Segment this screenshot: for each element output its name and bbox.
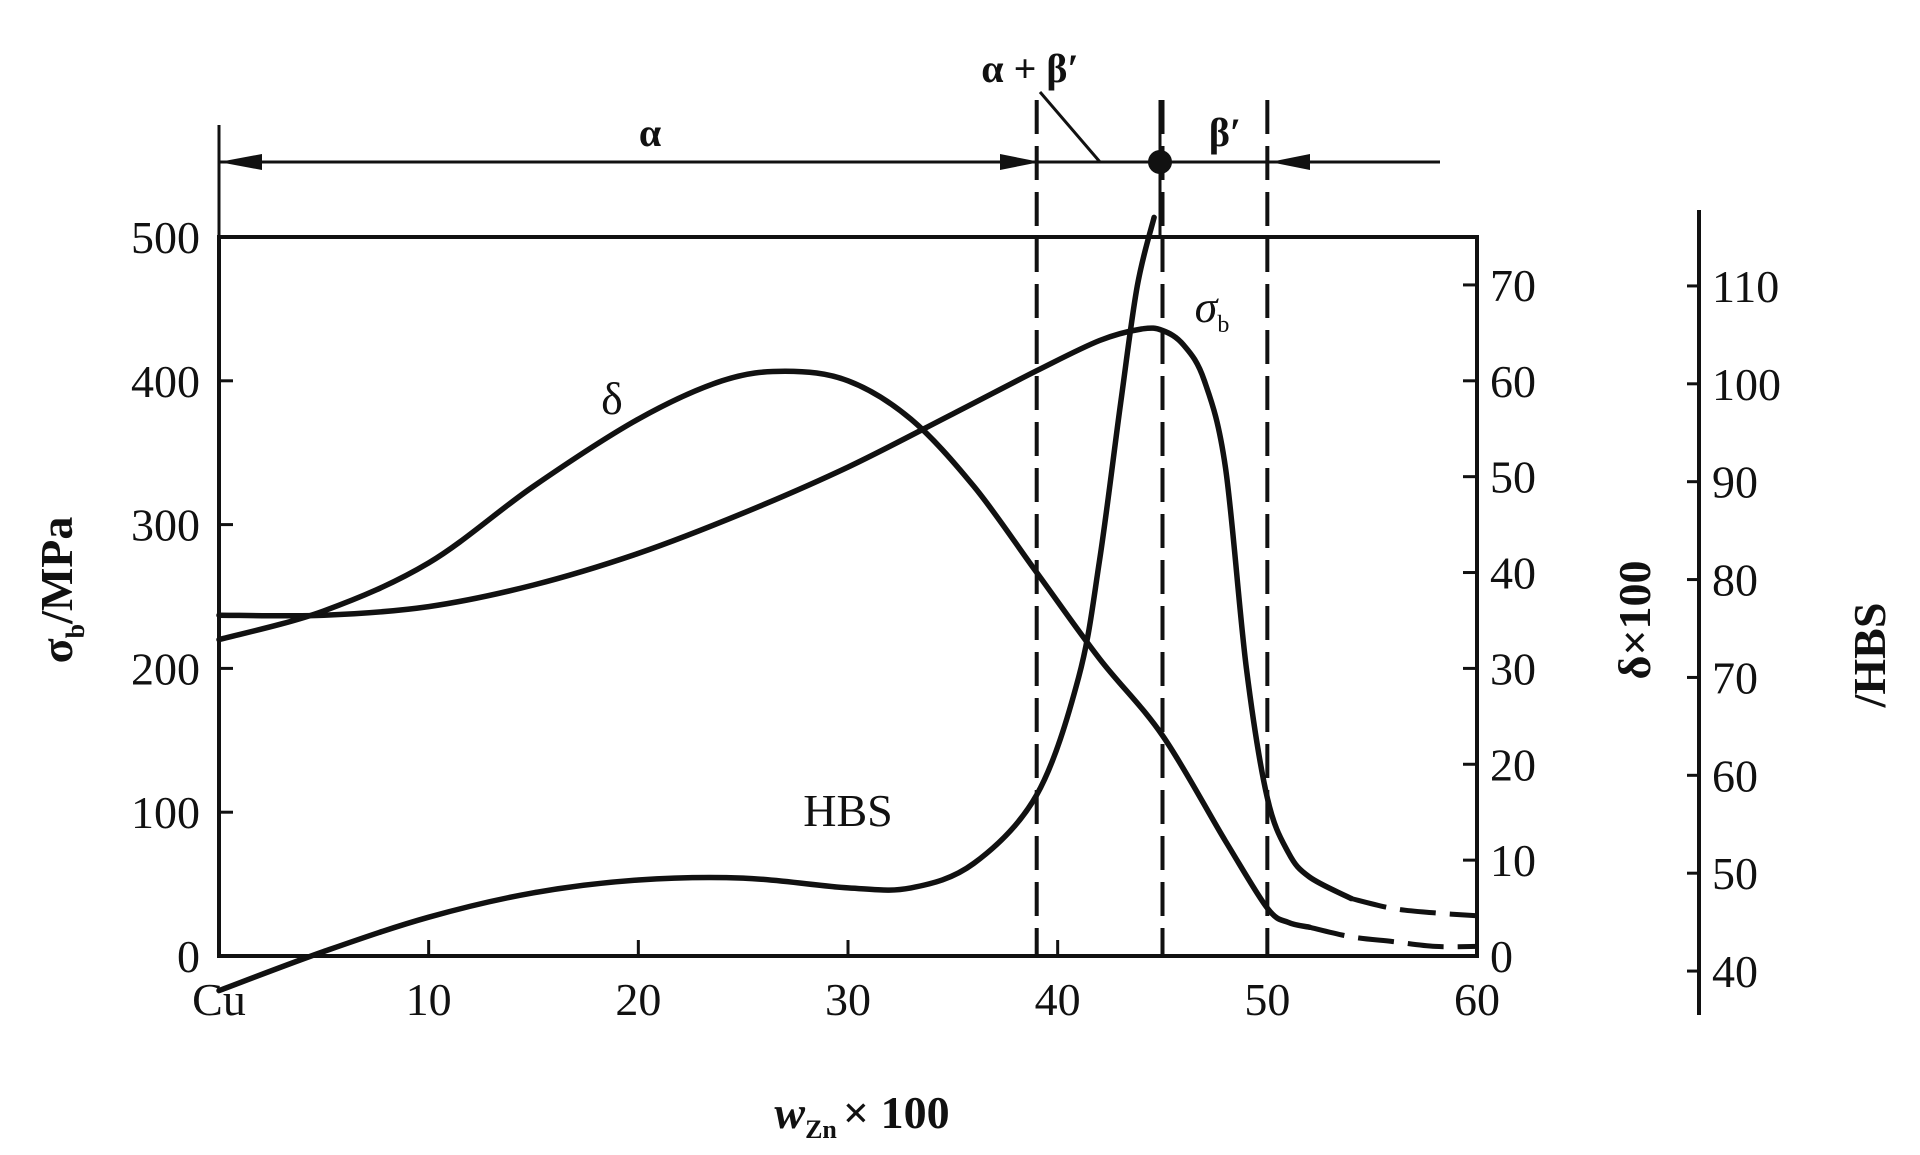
phase-label-alpha-beta: α + β′ [981, 46, 1078, 91]
hbs-tick-label: 40 [1712, 946, 1758, 997]
alpha-left-arrow [219, 154, 262, 170]
left-tick-label: 500 [131, 212, 200, 263]
sigma-b-curve [216, 325, 1354, 902]
sigma-b-curve-extension [1350, 896, 1478, 919]
phase-boundary-group [1034, 100, 1270, 956]
hbs-axis-title: /HBS [1844, 603, 1895, 709]
delta-tick-label: 60 [1490, 356, 1536, 407]
delta-curve-extension [1308, 924, 1478, 950]
hbs-tick-label: 70 [1712, 652, 1758, 703]
delta-tick-label: 50 [1490, 452, 1536, 503]
x-tick-label: 40 [1035, 974, 1081, 1025]
hbs-tick-label: 90 [1712, 457, 1758, 508]
left-tick-label: 0 [177, 931, 200, 982]
series-group [216, 214, 1478, 994]
hbs-tick-label: 60 [1712, 750, 1758, 801]
delta-tick-label: 40 [1490, 548, 1536, 599]
hbs-curve-label: HBS [803, 785, 892, 836]
alpha-right-arrow [1000, 154, 1040, 170]
phase-label-alpha: α [639, 110, 661, 155]
hbs-tick-label: 50 [1712, 848, 1758, 899]
left-tick-label: 300 [131, 500, 200, 551]
eutectoid-point-marker [1148, 150, 1172, 174]
delta-curve [216, 368, 1313, 930]
x-axis-title: wZn × 100 [774, 1087, 949, 1144]
alpha-beta-leader-line [1038, 91, 1102, 163]
hbs-curve [216, 214, 1157, 994]
delta-tick-label: 70 [1490, 260, 1536, 311]
delta-axis-title: δ×100 [1609, 560, 1660, 679]
x-tick-label: 30 [825, 974, 871, 1025]
left-axis-title: σb/MPa [31, 517, 90, 664]
sigma-b-curve-label: σb [1195, 281, 1230, 338]
delta-curve-label: δ [601, 373, 623, 424]
hbs-tick-label: 80 [1712, 555, 1758, 606]
x-tick-label: 20 [615, 974, 661, 1025]
delta-tick-label: 10 [1490, 835, 1536, 886]
hbs-tick-label: 100 [1712, 359, 1781, 410]
delta-tick-label: 0 [1490, 931, 1513, 982]
phase-row: α α + β′ β′ [217, 46, 1440, 237]
beta-right-arrow [1270, 154, 1310, 170]
x-tick-label: 10 [406, 974, 452, 1025]
x-tick-label: 60 [1454, 974, 1500, 1025]
left-tick-label: 400 [131, 356, 200, 407]
left-tick-label: 100 [131, 787, 200, 838]
left-tick-label: 200 [131, 643, 200, 694]
delta-tick-label: 20 [1490, 739, 1536, 790]
delta-tick-label: 30 [1490, 643, 1536, 694]
hbs-tick-label: 110 [1712, 261, 1779, 312]
tick-group: Cu 10 20 30 40 50 6001002003004005000102030405… [131, 212, 1781, 1025]
x-tick-label: 50 [1244, 974, 1290, 1025]
phase-label-beta: β′ [1209, 110, 1241, 155]
